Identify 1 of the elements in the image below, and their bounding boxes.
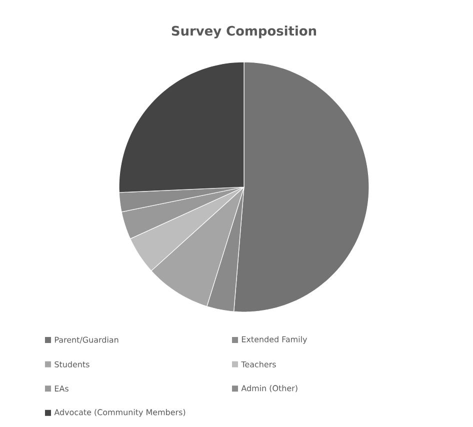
chart-title: Survey Composition [172, 26, 316, 38]
